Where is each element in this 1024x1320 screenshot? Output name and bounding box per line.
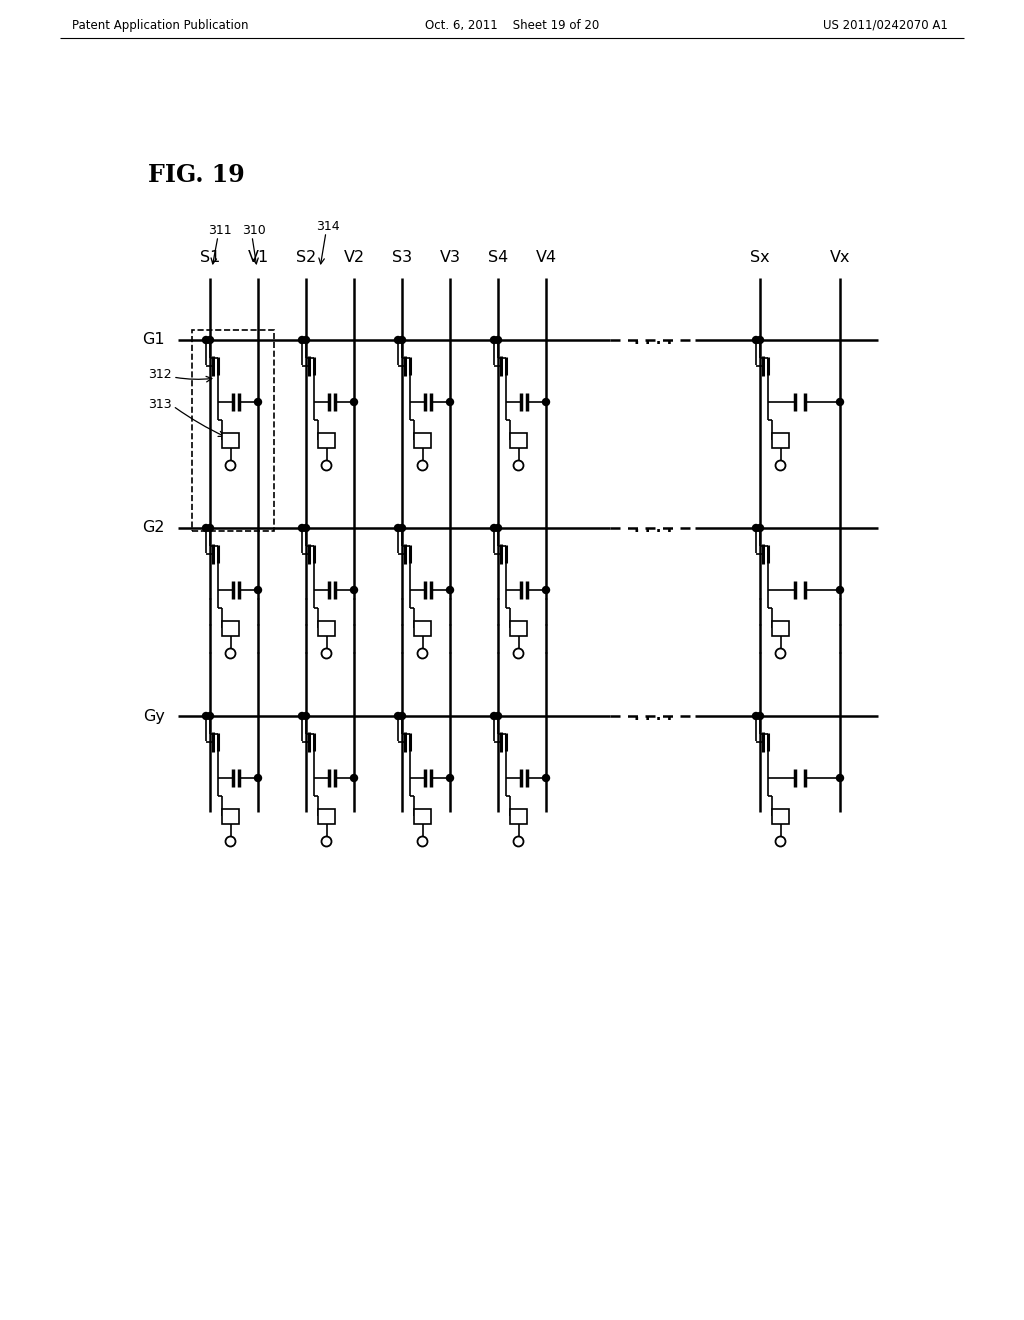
Circle shape — [446, 399, 454, 405]
Text: . . . .: . . . . — [634, 709, 672, 723]
Bar — [414, 433, 431, 447]
Circle shape — [543, 399, 550, 405]
Circle shape — [543, 775, 550, 781]
Text: Patent Application Publication: Patent Application Publication — [72, 18, 249, 32]
Text: V4: V4 — [536, 251, 557, 265]
Circle shape — [543, 586, 550, 594]
Text: Gy: Gy — [143, 709, 165, 723]
Bar — [318, 808, 335, 824]
Text: Sx: Sx — [751, 251, 770, 265]
Text: 314: 314 — [316, 220, 340, 234]
Circle shape — [837, 586, 844, 594]
Text: US 2011/0242070 A1: US 2011/0242070 A1 — [823, 18, 948, 32]
Bar — [510, 433, 527, 447]
Text: .
.
.: . . . — [496, 587, 501, 656]
Bar — [222, 808, 239, 824]
Circle shape — [398, 524, 406, 532]
Circle shape — [753, 524, 760, 532]
Circle shape — [398, 337, 406, 343]
Circle shape — [302, 524, 309, 532]
Circle shape — [394, 713, 401, 719]
Text: Oct. 6, 2011    Sheet 19 of 20: Oct. 6, 2011 Sheet 19 of 20 — [425, 18, 599, 32]
Text: 311: 311 — [208, 223, 231, 236]
Text: S1: S1 — [200, 251, 220, 265]
Text: S2: S2 — [296, 251, 316, 265]
Circle shape — [299, 524, 305, 532]
Text: .
.
.: . . . — [399, 587, 404, 656]
Circle shape — [757, 713, 764, 719]
Circle shape — [350, 775, 357, 781]
Text: 313: 313 — [148, 397, 172, 411]
Text: .
.
.: . . . — [208, 587, 212, 656]
Circle shape — [757, 524, 764, 532]
Circle shape — [490, 524, 498, 532]
Bar — [318, 433, 335, 447]
Circle shape — [302, 713, 309, 719]
Circle shape — [398, 713, 406, 719]
Circle shape — [495, 713, 502, 719]
Bar — [414, 808, 431, 824]
Circle shape — [753, 337, 760, 343]
Bar — [414, 620, 431, 635]
Text: V1: V1 — [248, 251, 268, 265]
Circle shape — [299, 337, 305, 343]
Text: G1: G1 — [142, 333, 165, 347]
Text: S4: S4 — [487, 251, 508, 265]
Circle shape — [837, 399, 844, 405]
Circle shape — [299, 713, 305, 719]
Text: . . . .: . . . . — [634, 520, 672, 536]
Text: .
.
.: . . . — [303, 587, 308, 656]
Circle shape — [446, 586, 454, 594]
Circle shape — [255, 586, 261, 594]
Circle shape — [753, 713, 760, 719]
Circle shape — [495, 337, 502, 343]
Text: .
.
.: . . . — [758, 587, 763, 656]
Bar — [772, 808, 790, 824]
Text: .
.
.: . . . — [838, 587, 843, 656]
Circle shape — [207, 713, 213, 719]
Text: V2: V2 — [343, 251, 365, 265]
Circle shape — [350, 586, 357, 594]
Circle shape — [255, 775, 261, 781]
Circle shape — [207, 524, 213, 532]
Circle shape — [446, 775, 454, 781]
Circle shape — [394, 337, 401, 343]
Bar — [193, 330, 274, 531]
Text: . . . .: . . . . — [634, 333, 672, 347]
Bar — [222, 620, 239, 635]
Text: S3: S3 — [392, 251, 412, 265]
Bar — [772, 620, 790, 635]
Circle shape — [203, 524, 210, 532]
Text: .
.
.: . . . — [351, 587, 356, 656]
Circle shape — [203, 337, 210, 343]
Text: FIG. 19: FIG. 19 — [148, 162, 245, 187]
Circle shape — [490, 713, 498, 719]
Circle shape — [203, 713, 210, 719]
Bar — [222, 433, 239, 447]
Circle shape — [490, 337, 498, 343]
Circle shape — [394, 524, 401, 532]
Bar — [772, 433, 790, 447]
Text: G2: G2 — [142, 520, 165, 536]
Circle shape — [350, 399, 357, 405]
Circle shape — [302, 337, 309, 343]
Circle shape — [757, 337, 764, 343]
Text: 312: 312 — [148, 368, 172, 381]
Text: .
.
.: . . . — [256, 587, 260, 656]
Circle shape — [837, 775, 844, 781]
Bar — [510, 808, 527, 824]
Text: 310: 310 — [242, 223, 266, 236]
Text: Vx: Vx — [829, 251, 850, 265]
Text: .
.
.: . . . — [544, 587, 549, 656]
Bar — [318, 620, 335, 635]
Circle shape — [255, 399, 261, 405]
Circle shape — [207, 337, 213, 343]
Circle shape — [495, 524, 502, 532]
Text: .
.
.: . . . — [447, 587, 453, 656]
Bar — [510, 620, 527, 635]
Text: V3: V3 — [439, 251, 461, 265]
